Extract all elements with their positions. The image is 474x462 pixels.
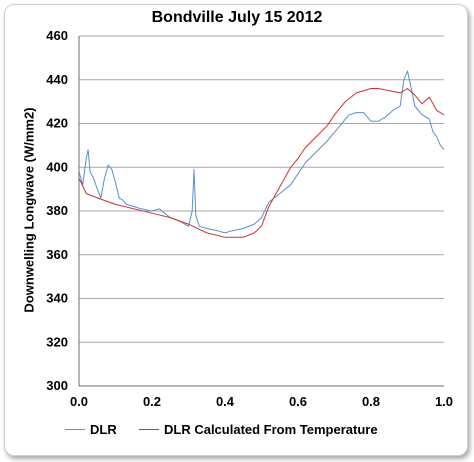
legend-label-dlr: DLR xyxy=(90,422,117,437)
x-tick-label-0.4: 0.4 xyxy=(216,394,235,409)
series-lines xyxy=(78,70,445,238)
legend-item-dlr: DLR xyxy=(65,422,117,437)
y-tick-label-440: 440 xyxy=(46,72,68,87)
series-line-dlr xyxy=(78,70,445,234)
series-line-dlr-calculated xyxy=(78,88,445,238)
x-tick-label-1.0: 1.0 xyxy=(435,394,453,409)
x-tick-label-0.8: 0.8 xyxy=(362,394,380,409)
y-tick-label-420: 420 xyxy=(46,116,68,131)
x-tick-label-0.2: 0.2 xyxy=(143,394,161,409)
y-tick-label-460: 460 xyxy=(46,28,68,43)
y-tick-label-300: 300 xyxy=(46,378,68,393)
y-tick-labels: 300 320 340 360 380 400 420 440 460 xyxy=(46,28,68,393)
legend-swatch-dlr-calculated xyxy=(139,429,159,430)
y-tick-label-360: 360 xyxy=(46,247,68,262)
x-tick-label-0.6: 0.6 xyxy=(289,394,307,409)
legend-item-dlr-calculated: DLR Calculated From Temperature xyxy=(139,422,378,437)
legend-label-dlr-calculated: DLR Calculated From Temperature xyxy=(164,422,378,437)
y-tick-label-340: 340 xyxy=(46,291,68,306)
grid-lines xyxy=(79,35,444,387)
y-tick-label-320: 320 xyxy=(46,334,68,349)
y-tick-label-380: 380 xyxy=(46,203,68,218)
legend-swatch-dlr xyxy=(65,429,85,430)
y-tick-label-400: 400 xyxy=(46,159,68,174)
axes xyxy=(78,36,444,387)
legend: DLR DLR Calculated From Temperature xyxy=(0,422,474,442)
x-tick-labels: 0.0 0.2 0.4 0.6 0.8 1.0 xyxy=(70,394,453,409)
chart-title: Bondville July 15 2012 xyxy=(151,9,323,26)
x-tick-label-0.0: 0.0 xyxy=(70,394,88,409)
